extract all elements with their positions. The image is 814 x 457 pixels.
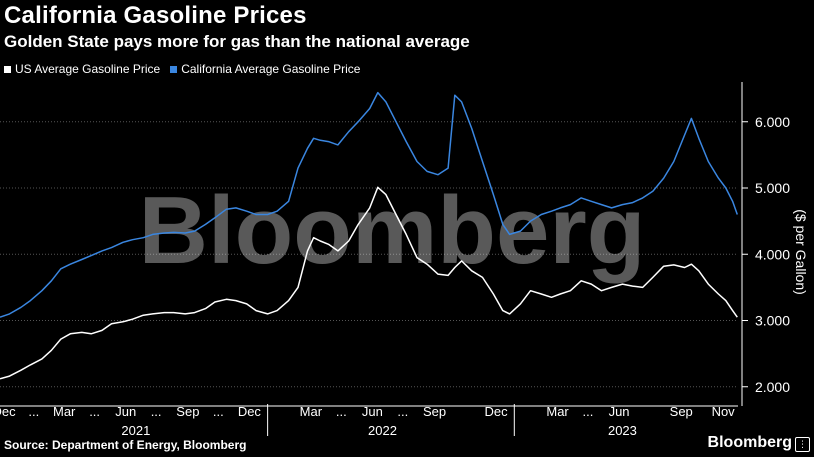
bloomberg-watermark: Bloomberg (139, 177, 646, 284)
x-tick-label: Nov (712, 404, 736, 419)
x-tick-label: Jun (362, 404, 383, 419)
california-average-series-line (0, 91, 739, 318)
x-year-label: 2022 (368, 423, 397, 438)
x-tick-label: Sep (176, 404, 199, 419)
y-axis-label: ($ per Gallon) (793, 209, 809, 295)
x-tick-label: Jun (115, 404, 136, 419)
chart-expand-icon[interactable]: ⋮ (795, 437, 810, 452)
legend-item-california: California Average Gasoline Price (170, 62, 360, 76)
x-tick-label: ... (28, 404, 39, 419)
legend-swatch-california (170, 65, 178, 73)
bloomberg-logo: Bloomberg (707, 434, 792, 451)
x-tick-label: Dec (484, 404, 508, 419)
x-tick-label: Mar (300, 404, 323, 419)
legend-label-us: US Average Gasoline Price (15, 62, 161, 76)
us-average-series-line (0, 186, 738, 380)
x-year-label: 2023 (608, 423, 637, 438)
grid-layer (0, 121, 738, 388)
series-layer (0, 91, 739, 380)
x-tick-label: ... (213, 404, 224, 419)
legend-swatch-us (4, 65, 11, 73)
source-note: Source: Department of Energy, Bloomberg (4, 438, 247, 452)
x-tick-label: Mar (53, 404, 76, 419)
x-tick-label: ... (583, 404, 594, 419)
x-tick-label: Dec (0, 404, 16, 419)
x-year-label: 2021 (121, 423, 150, 438)
x-tick-label: Sep (670, 404, 693, 419)
y-tick-label: 4.000 (755, 246, 790, 262)
x-tick-label: ... (89, 404, 100, 419)
legend-item-us: US Average Gasoline Price (4, 62, 160, 76)
axis-layer: 2.000 3.000 4.000 5.000 6.000 Dec... Mar... Jun… (0, 82, 790, 438)
y-tick-label: 6.000 (755, 114, 790, 130)
x-tick-label: ... (336, 404, 347, 419)
y-tick-label: 3.000 (755, 313, 790, 329)
legend: US Average Gasoline Price California Ave… (4, 62, 360, 76)
x-tick-label: ... (151, 404, 162, 419)
x-tick-label: ... (397, 404, 408, 419)
x-tick-label: Mar (546, 404, 569, 419)
x-tick-label: Sep (423, 404, 446, 419)
legend-label-california: California Average Gasoline Price (181, 62, 361, 76)
chart-subtitle: Golden State pays more for gas than the … (4, 32, 470, 51)
y-tick-label: 2.000 (755, 379, 790, 395)
chart-title: California Gasoline Prices (4, 2, 307, 29)
x-tick-label: Jun (609, 404, 630, 419)
x-tick-label: Dec (238, 404, 262, 419)
y-tick-label: 5.000 (755, 180, 790, 196)
